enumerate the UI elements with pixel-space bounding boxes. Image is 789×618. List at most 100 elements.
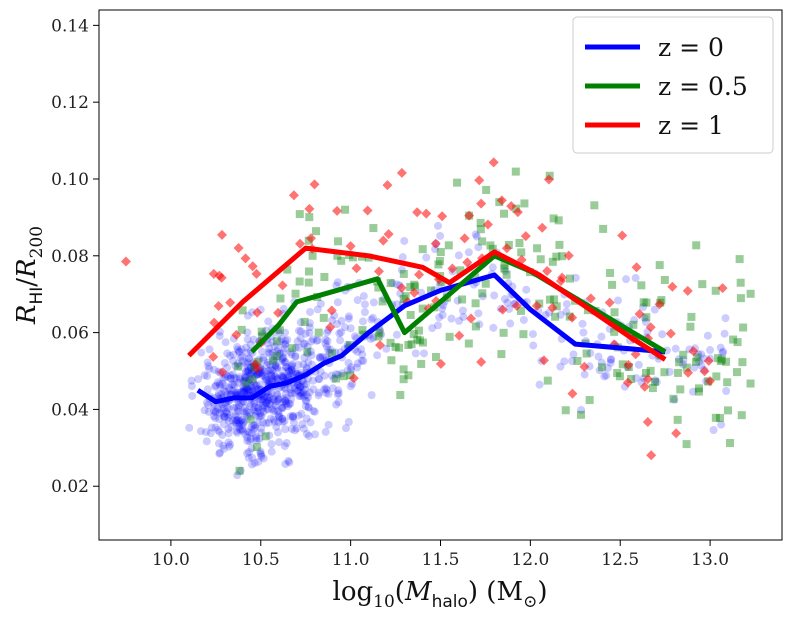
scatter-point — [682, 363, 691, 372]
scatter-point — [430, 238, 441, 249]
scatter-point — [265, 400, 274, 409]
scatter-point — [306, 307, 315, 316]
scatter-point — [219, 409, 228, 418]
scatter-point — [586, 349, 595, 358]
scatter-point — [328, 384, 337, 393]
scatter-point — [339, 372, 348, 381]
scatter-point — [665, 328, 676, 339]
scatter-point — [239, 407, 248, 416]
scatter-point — [435, 257, 444, 266]
x-tick-label: 13.0 — [691, 550, 729, 570]
scatter-point — [359, 292, 368, 301]
scatter-point — [344, 358, 353, 367]
scatter-point — [296, 388, 305, 397]
scatter-point — [582, 349, 591, 358]
scatter-point — [264, 358, 273, 367]
scatter-point — [321, 384, 330, 393]
scatter-point — [531, 300, 542, 311]
scatter-point — [316, 353, 325, 362]
scatter-point — [723, 378, 732, 387]
scatter-point — [345, 241, 356, 252]
scatter-point — [357, 345, 366, 354]
scatter-point — [537, 222, 548, 233]
scatter-point — [251, 402, 260, 411]
scatter-point — [224, 404, 233, 413]
scatter-point — [269, 415, 278, 424]
scatter-point — [627, 374, 636, 383]
scatter-point — [300, 317, 309, 326]
scatter-point — [257, 411, 266, 420]
scatter-point — [241, 368, 250, 377]
scatter-point — [206, 429, 215, 438]
scatter-point — [304, 278, 313, 287]
scatter-point — [225, 442, 234, 451]
scatter-point — [512, 204, 521, 213]
scatter-point — [219, 444, 228, 453]
scatter-point — [295, 210, 304, 219]
scatter-point — [265, 344, 274, 353]
scatter-point — [247, 429, 256, 438]
scatter-point — [642, 298, 651, 307]
scatter-point — [267, 405, 276, 414]
scatter-point — [650, 377, 659, 386]
scatter-point — [431, 353, 440, 362]
series-lines — [187, 245, 667, 405]
scatter-point — [655, 261, 664, 270]
scatter-point — [252, 381, 261, 390]
scatter-point — [610, 308, 619, 317]
scatter-point — [216, 229, 227, 240]
scatter-point — [245, 375, 254, 384]
scatter-point — [337, 256, 346, 265]
scatter-point — [660, 368, 669, 377]
scatter-point — [454, 251, 463, 260]
scatter-point — [552, 302, 561, 311]
scatter-point — [300, 380, 309, 389]
scatter-point — [225, 297, 236, 308]
scatter-point — [336, 328, 345, 337]
scatter-point — [243, 335, 252, 344]
scatter-point — [262, 375, 271, 384]
scatter-point — [459, 233, 470, 244]
scatter-point — [399, 365, 408, 374]
scatter-point — [234, 422, 243, 431]
scatter-point — [378, 235, 389, 246]
legend-label-0: z = 0 — [658, 33, 724, 62]
scatter-point — [344, 312, 353, 321]
scatter-point — [497, 304, 508, 315]
scatter-point — [251, 432, 260, 441]
scatter-point — [267, 370, 276, 379]
scatter-point — [602, 371, 611, 380]
scatter-point — [238, 306, 247, 315]
scatter-point — [244, 453, 253, 462]
y-tick-label: 0.06 — [51, 324, 89, 344]
scatter-point — [476, 198, 487, 209]
scatter-point — [322, 388, 331, 397]
scatter-point — [418, 245, 427, 254]
scatter-point — [711, 286, 720, 295]
scatter-point — [295, 392, 304, 401]
y-tick-label: 0.12 — [51, 93, 89, 113]
scatter-point — [712, 372, 721, 381]
scatter-point — [413, 335, 422, 344]
scatter-point — [554, 216, 563, 225]
scatter-point — [314, 375, 323, 384]
scatter-point — [208, 351, 219, 362]
scatter-point — [302, 429, 311, 438]
scatter-point — [284, 372, 293, 381]
scatter-point — [414, 269, 425, 280]
scatter-point — [738, 358, 747, 367]
scatter-point — [504, 240, 513, 249]
scatter-point — [360, 308, 369, 317]
scatter-point — [233, 411, 242, 420]
scatter-point — [268, 338, 277, 347]
scatter-point — [273, 391, 282, 400]
scatter-point — [726, 439, 735, 448]
scatter-point — [500, 261, 509, 270]
scatter-point — [295, 382, 304, 391]
scatter-point — [239, 417, 248, 426]
scatter-point — [259, 454, 268, 463]
scatter-point — [505, 305, 514, 314]
scatter-point — [665, 367, 674, 376]
scatter-point — [210, 365, 219, 374]
scatter-point — [717, 420, 726, 429]
